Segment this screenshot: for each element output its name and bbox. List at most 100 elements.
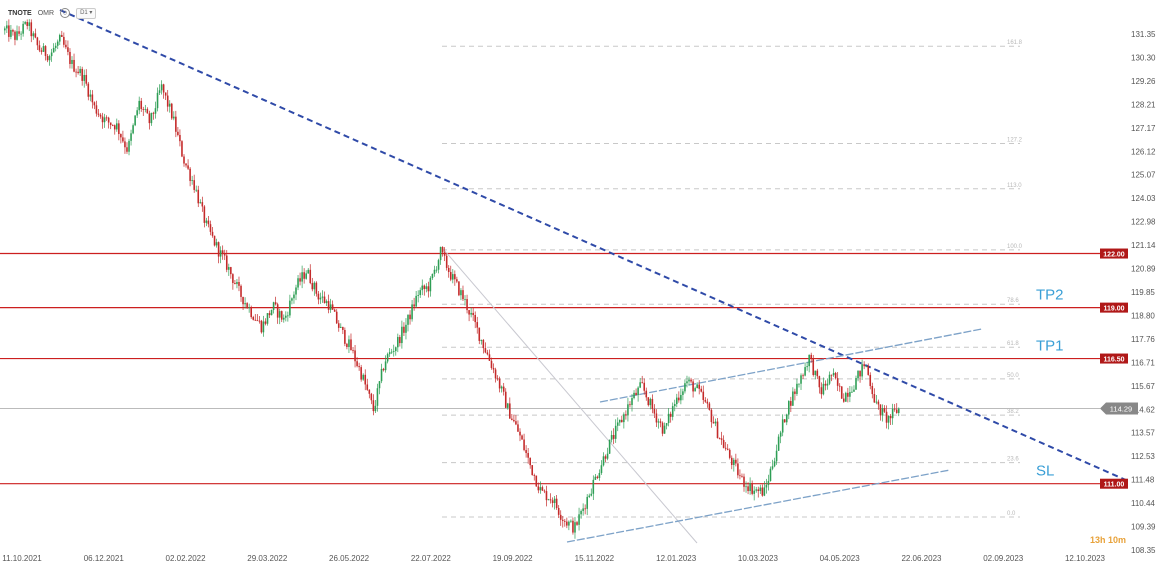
candle-body xyxy=(109,122,112,125)
candle-body xyxy=(525,450,527,454)
candle-body xyxy=(337,323,340,328)
candle-body xyxy=(201,202,204,207)
candle-body xyxy=(244,303,246,305)
candle-body xyxy=(688,379,690,382)
channel-lower-line[interactable] xyxy=(566,469,951,543)
candle-body xyxy=(478,327,481,341)
candle-body xyxy=(765,484,768,488)
candle-body xyxy=(637,387,639,396)
chart-type-label[interactable]: OMR xyxy=(37,9,55,17)
candle-body xyxy=(804,367,806,376)
y-tick-label: 110.44 xyxy=(1131,499,1155,508)
candle-body xyxy=(335,311,338,324)
candle-body xyxy=(348,339,350,347)
candle-body xyxy=(847,392,849,397)
candle-body xyxy=(425,286,428,289)
candle-body xyxy=(861,364,863,377)
candle-body xyxy=(433,269,436,274)
candle-body xyxy=(490,360,493,368)
y-tick-label: 127.17 xyxy=(1131,124,1156,133)
candle-body xyxy=(384,361,387,371)
candle-body xyxy=(411,304,413,320)
candle-body xyxy=(258,320,261,322)
channel-upper-line[interactable] xyxy=(599,328,983,403)
candle-body xyxy=(340,326,342,328)
candle-body xyxy=(771,466,774,469)
candle-body xyxy=(629,404,631,406)
candle-body xyxy=(118,123,120,135)
candle-body xyxy=(887,415,890,423)
candle-body xyxy=(156,92,159,109)
candle-body xyxy=(256,320,259,322)
candle-body xyxy=(513,419,515,422)
candle-body xyxy=(16,31,18,40)
candle-body xyxy=(329,304,332,310)
candle-body xyxy=(32,33,35,37)
candle-body xyxy=(238,282,240,286)
candle-body xyxy=(390,351,393,353)
candle-body xyxy=(132,125,134,134)
fib-level-label: 100.0 xyxy=(1007,244,1023,250)
candle-body xyxy=(34,33,37,38)
candle-body xyxy=(869,374,872,386)
candle-body xyxy=(380,368,383,382)
candle-body xyxy=(87,83,90,97)
candle-body xyxy=(230,267,232,275)
candle-body xyxy=(248,307,250,309)
candle-body xyxy=(753,490,755,494)
candle-body xyxy=(134,115,136,126)
candle-timer: 13h 10m xyxy=(1090,535,1126,545)
candle-body xyxy=(452,274,454,280)
candle-body xyxy=(20,33,22,35)
candle-body xyxy=(515,421,517,425)
clock-icon[interactable]: ◷ xyxy=(60,8,71,18)
candle-body xyxy=(8,25,10,37)
candle-body xyxy=(680,394,682,401)
candle-body xyxy=(138,100,140,111)
candle-body xyxy=(99,114,102,117)
candle-body xyxy=(631,398,633,405)
candle-body xyxy=(264,321,267,324)
candle-body xyxy=(867,365,870,375)
candle-body xyxy=(454,274,456,280)
candle-body xyxy=(319,297,322,300)
candle-body xyxy=(435,269,438,271)
candle-body xyxy=(857,370,859,379)
candle-body xyxy=(724,447,727,449)
candle-body xyxy=(333,309,336,312)
interval-dropdown[interactable]: D1 ▾ xyxy=(76,7,97,19)
candle-body xyxy=(150,112,153,124)
candle-body xyxy=(621,419,623,423)
candle-body xyxy=(260,320,263,333)
candle-body xyxy=(252,317,255,320)
downtrend-line[interactable] xyxy=(59,9,1129,482)
candle-body xyxy=(661,422,664,434)
candle-body xyxy=(798,383,800,385)
price-level-badge xyxy=(1100,302,1128,313)
candle-body xyxy=(193,180,195,190)
candle-body xyxy=(788,401,790,415)
candles xyxy=(4,19,900,539)
candle-body xyxy=(814,370,817,375)
candle-body xyxy=(272,302,275,310)
candle-body xyxy=(696,384,698,389)
fib-level-label: 127.2 xyxy=(1007,138,1023,144)
candle-body xyxy=(555,498,558,508)
candle-body xyxy=(470,312,472,315)
candle-body xyxy=(506,403,509,408)
candle-body xyxy=(730,457,733,465)
y-tick-label: 113.57 xyxy=(1131,429,1155,438)
candle-body xyxy=(527,453,529,458)
candle-body xyxy=(539,487,542,491)
symbol-label[interactable]: TNOTE xyxy=(8,9,32,17)
candle-body xyxy=(822,383,825,395)
candle-body xyxy=(46,55,49,61)
candle-body xyxy=(413,304,415,307)
candle-body xyxy=(608,439,611,454)
candle-body xyxy=(616,422,619,426)
candle-body xyxy=(364,374,367,385)
x-tick-label: 22.06.2023 xyxy=(901,554,942,563)
candle-body xyxy=(30,22,33,37)
